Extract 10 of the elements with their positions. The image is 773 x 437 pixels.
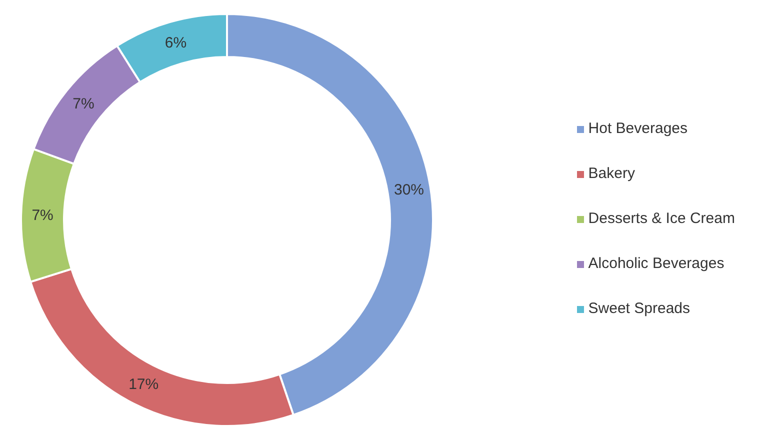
legend-label: Alcoholic Beverages: [588, 255, 724, 272]
data-label: 6%: [164, 34, 187, 52]
data-label: 30%: [394, 181, 424, 198]
data-label: 7%: [72, 96, 94, 112]
legend-label: Desserts & Ice Cream: [588, 210, 735, 227]
data-label: 17%: [128, 376, 159, 394]
legend-label: Bakery: [588, 165, 635, 182]
data-label: 7%: [32, 207, 54, 224]
legend-label: Sweet Spreads: [588, 300, 690, 317]
legend-label: Hot Beverages: [588, 120, 688, 137]
